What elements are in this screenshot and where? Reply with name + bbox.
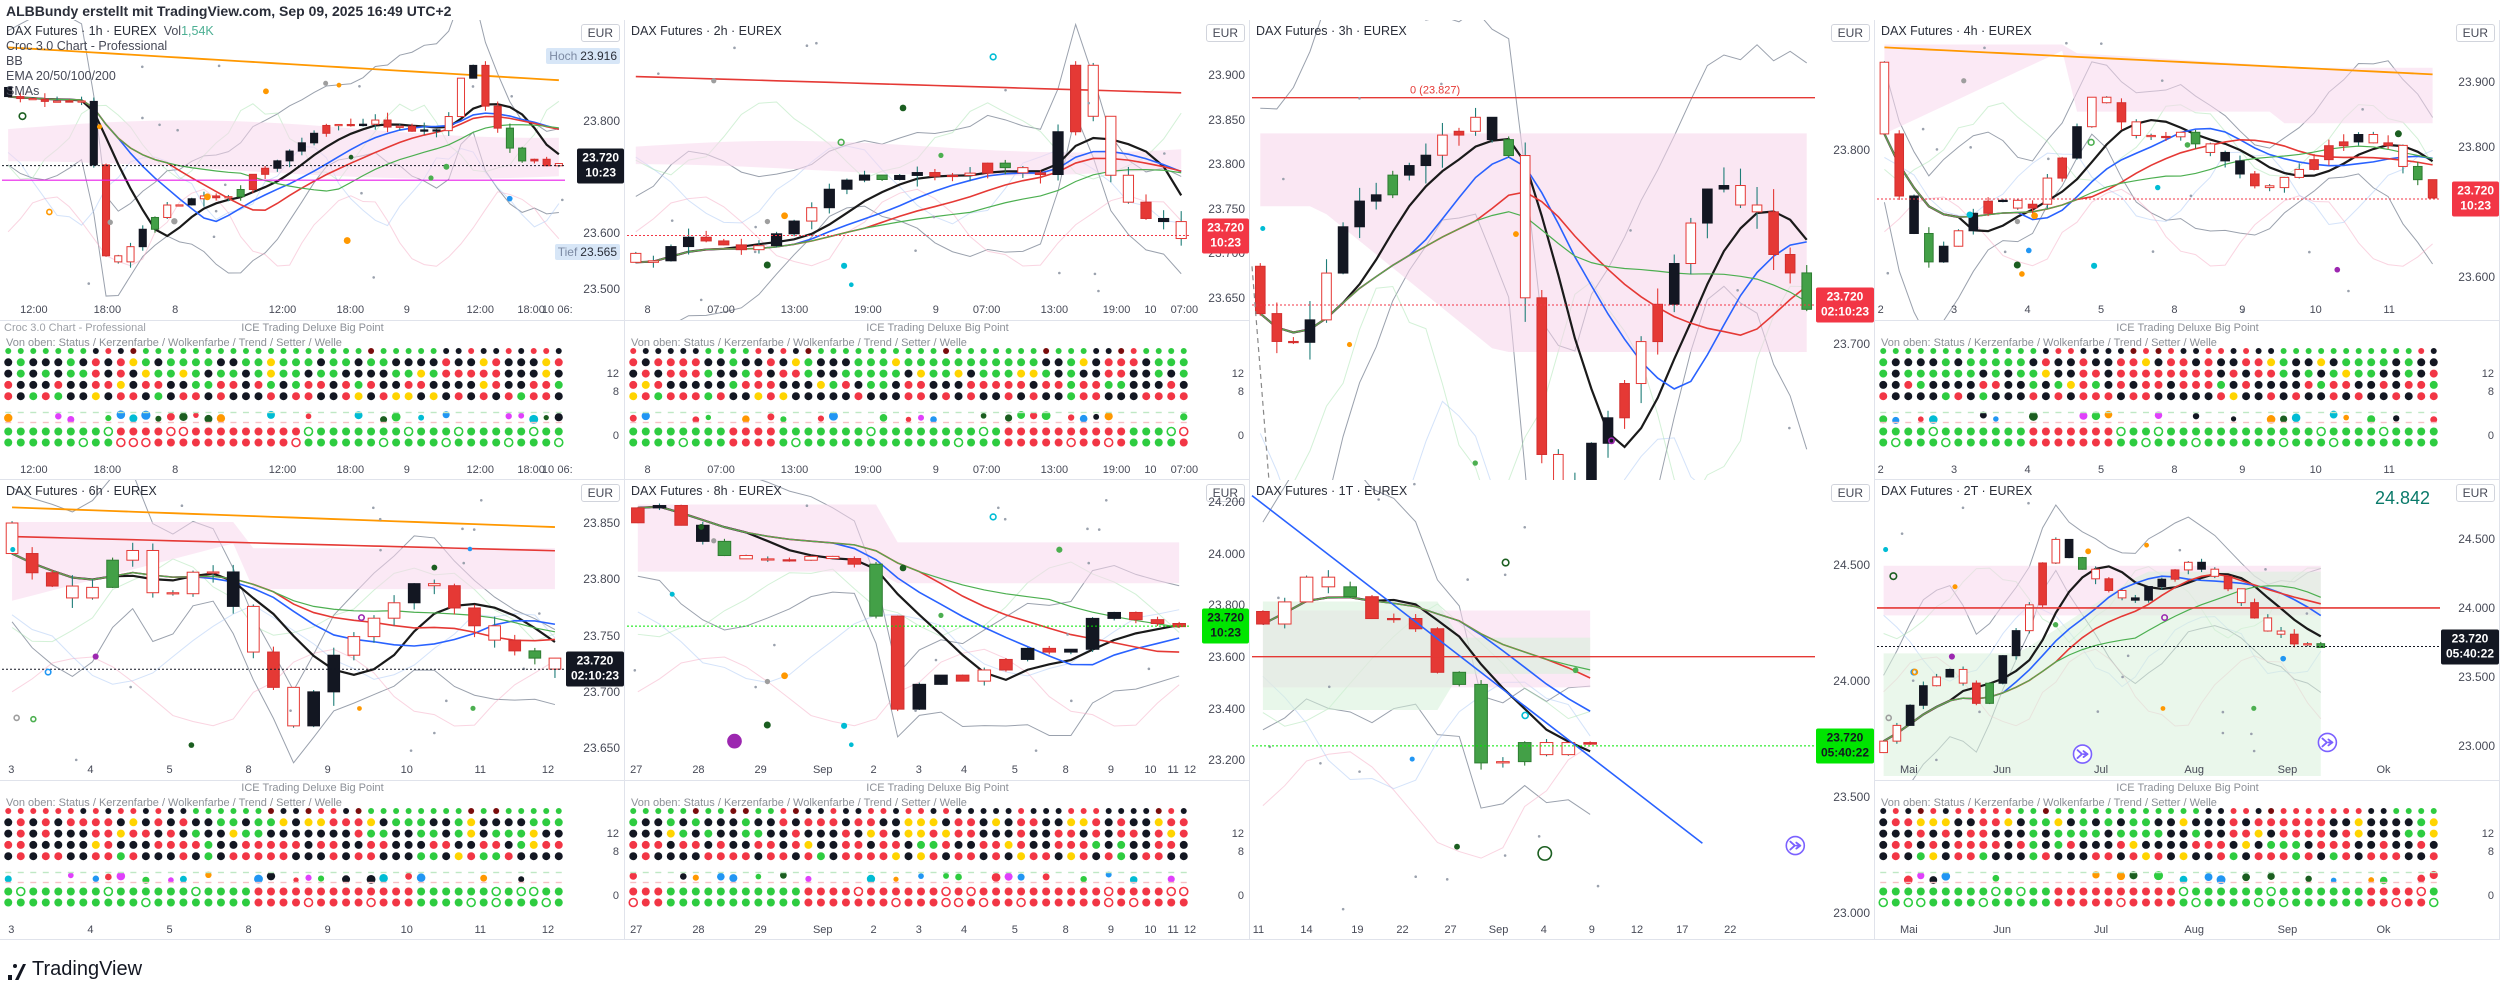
svg-text:0 (23.827): 0 (23.827) [1410, 85, 1460, 97]
svg-text:24.842: 24.842 [2375, 488, 2430, 508]
